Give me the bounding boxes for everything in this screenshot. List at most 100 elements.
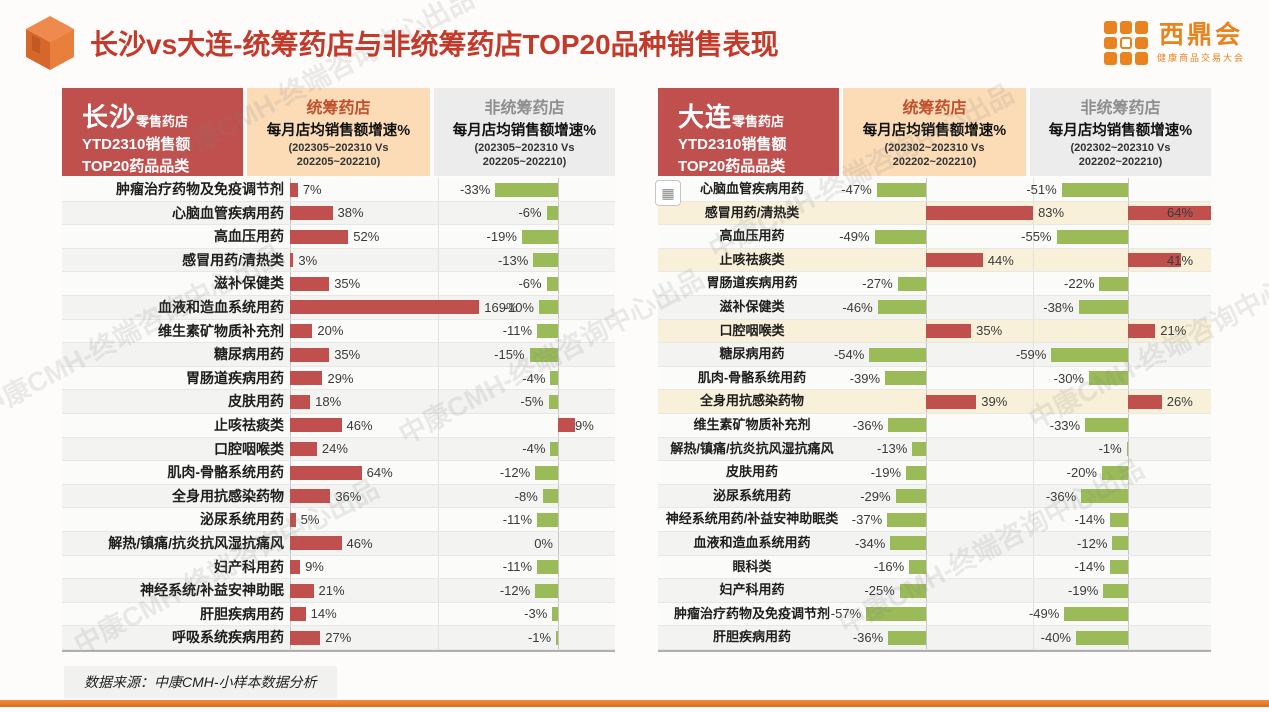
tc-bar	[897, 276, 926, 291]
tc-bar	[888, 630, 926, 645]
ntc-bar	[1103, 583, 1128, 598]
ntc-value-label: -20%	[1066, 464, 1097, 480]
ntc-bar	[495, 182, 558, 197]
row-chart-area: 35% -15%	[288, 343, 615, 366]
ntc-axis-line	[558, 531, 559, 555]
category-label: 滋补保健类	[719, 298, 785, 314]
title-bar: 长沙vs大连-统筹药店与非统筹药店TOP20品种销售表现 西鼎会 健康商品交易大…	[22, 10, 1245, 76]
category-label: 皮肤用药	[725, 464, 778, 480]
category-label: 感冒用药/清热类	[182, 251, 284, 268]
row-chart-area: -37% -14%	[846, 508, 1211, 531]
ntc-bar	[556, 630, 558, 645]
row-chart-area: 46% 9%	[288, 413, 615, 437]
city-suffix: 零售药店	[732, 114, 785, 129]
table-row: 泌尿系统用药 5% -11%	[62, 508, 615, 532]
tc-value-label: -54%	[833, 346, 865, 362]
category-label: 血液和造血系统用药	[158, 298, 284, 315]
ntc-axis-line	[1128, 531, 1129, 555]
ntc-axis-line	[1128, 626, 1129, 649]
category-label: 肌肉-骨骼系统用药	[167, 464, 284, 481]
tc-axis-line	[926, 602, 927, 626]
tc-axis-line	[926, 555, 927, 579]
category-label: 皮肤用药	[228, 393, 284, 410]
tc-bar	[866, 607, 926, 622]
category-label: 感冒用药/清热类	[704, 204, 800, 220]
ntc-bar	[1099, 276, 1128, 291]
ntc-value-label: 9%	[575, 417, 594, 433]
tc-value-label: 36%	[335, 488, 362, 504]
row-chart-area: -49% -55%	[839, 225, 1211, 248]
panel-changsha-header: 长沙零售药店 YTD2310销售额 TOP20药品品类 统筹药店 每月店均销售额…	[62, 88, 615, 176]
ntc-bar	[550, 442, 558, 457]
row-chart-area: 39% 26%	[846, 390, 1211, 413]
table-row: 肌肉-骨骼系统用药 64% -12%	[62, 461, 615, 485]
tc-bar	[290, 442, 317, 457]
tc-bar	[874, 229, 926, 244]
row-chart-area: -46% -38%	[842, 295, 1211, 319]
ntc-axis-line	[558, 295, 559, 319]
tc-bar	[909, 560, 926, 574]
ntc-value-label: -1%	[1098, 441, 1122, 457]
ntc-axis-line	[558, 508, 559, 531]
ntc-bar	[1081, 489, 1128, 504]
table-row: 口腔咽喉类 24% -4%	[62, 437, 615, 462]
table-row: 全身用抗感染药物 39% 26%	[658, 390, 1211, 414]
ntc-axis-line	[1128, 272, 1129, 295]
ntc-column-header: 非统筹药店 每月店均销售额增速% (202305~202310 Vs 20220…	[434, 88, 615, 176]
city-block: 长沙零售药店 YTD2310销售额 TOP20药品品类	[62, 88, 243, 176]
ntc-value-label: -5%	[520, 394, 544, 410]
tc-value-label: 9%	[305, 559, 324, 575]
category-label: 泌尿系统用药	[200, 511, 284, 528]
table-row: 肌肉-骨骼系统用药 -39% -30%	[658, 366, 1211, 391]
tc-bar	[876, 182, 926, 197]
tc-bar	[290, 371, 323, 386]
category-label: 心脑血管疾病用药	[699, 181, 804, 196]
tc-bar	[869, 347, 926, 362]
category-label: 胃肠道疾病用药	[186, 369, 284, 386]
tc-column-metric: 每月店均销售额增速%	[862, 123, 1007, 139]
ntc-value-label: -1%	[527, 630, 552, 646]
city-subtitle1: YTD2310销售额	[82, 136, 191, 153]
ntc-column-metric: 每月店均销售额增速%	[1048, 123, 1193, 139]
ntc-axis-line	[558, 461, 559, 484]
ntc-axis-line	[558, 272, 559, 295]
tc-column-title: 统筹药店	[902, 100, 967, 117]
tc-value-label: -25%	[864, 582, 895, 598]
city-name: 大连	[678, 102, 733, 132]
row-chart-area: 24% -4%	[288, 437, 615, 461]
ntc-axis-line	[1128, 366, 1129, 390]
tc-value-label: 169%	[484, 299, 518, 315]
ntc-value-label: -55%	[1021, 228, 1052, 244]
screenshot-selection-icon[interactable]: ▦	[655, 180, 681, 206]
tc-bar	[290, 206, 333, 221]
tc-value-label: 35%	[334, 346, 361, 362]
row-chart-area: 27% -1%	[288, 626, 615, 649]
tc-axis-line	[926, 531, 927, 555]
tc-value-label: 7%	[302, 181, 322, 197]
ntc-value-label: -3%	[524, 606, 548, 622]
ntc-bar	[1061, 182, 1128, 197]
table-row: 解热/镇痛/抗炎抗风湿抗痛风 46% 0%	[62, 531, 615, 556]
column-divider	[438, 366, 439, 390]
tc-bar	[290, 489, 331, 504]
column-divider	[1033, 602, 1034, 626]
category-label: 解热/镇痛/抗炎抗风湿抗痛风	[670, 440, 834, 456]
table-row: 全身用抗感染药物 36% -8%	[62, 484, 615, 509]
table-row: 止咳祛痰类 46% 9%	[62, 413, 615, 438]
tc-value-label: -46%	[842, 299, 873, 315]
category-label: 妇产科用药	[214, 558, 284, 575]
column-divider	[1033, 508, 1034, 531]
ntc-value-label: -8%	[514, 488, 538, 504]
cube-icon	[22, 14, 78, 72]
ntc-bar	[558, 418, 576, 433]
row-chart-area: 21% -12%	[288, 579, 615, 602]
column-divider	[1033, 225, 1034, 248]
category-label: 神经系统/补益安神助眠	[140, 582, 284, 599]
column-divider	[1033, 272, 1034, 295]
row-chart-area: 38% -6%	[288, 201, 615, 225]
panel-dalian: 大连零售药店 YTD2310销售额 TOP20药品品类 统筹药店 每月店均销售额…	[655, 88, 1211, 652]
tc-value-label: -36%	[852, 630, 884, 646]
row-chart-area: 9% -11%	[288, 555, 615, 579]
tc-column-period: (202302~202310 Vs 202202~202210)	[884, 142, 985, 169]
ntc-axis-line	[558, 366, 559, 390]
